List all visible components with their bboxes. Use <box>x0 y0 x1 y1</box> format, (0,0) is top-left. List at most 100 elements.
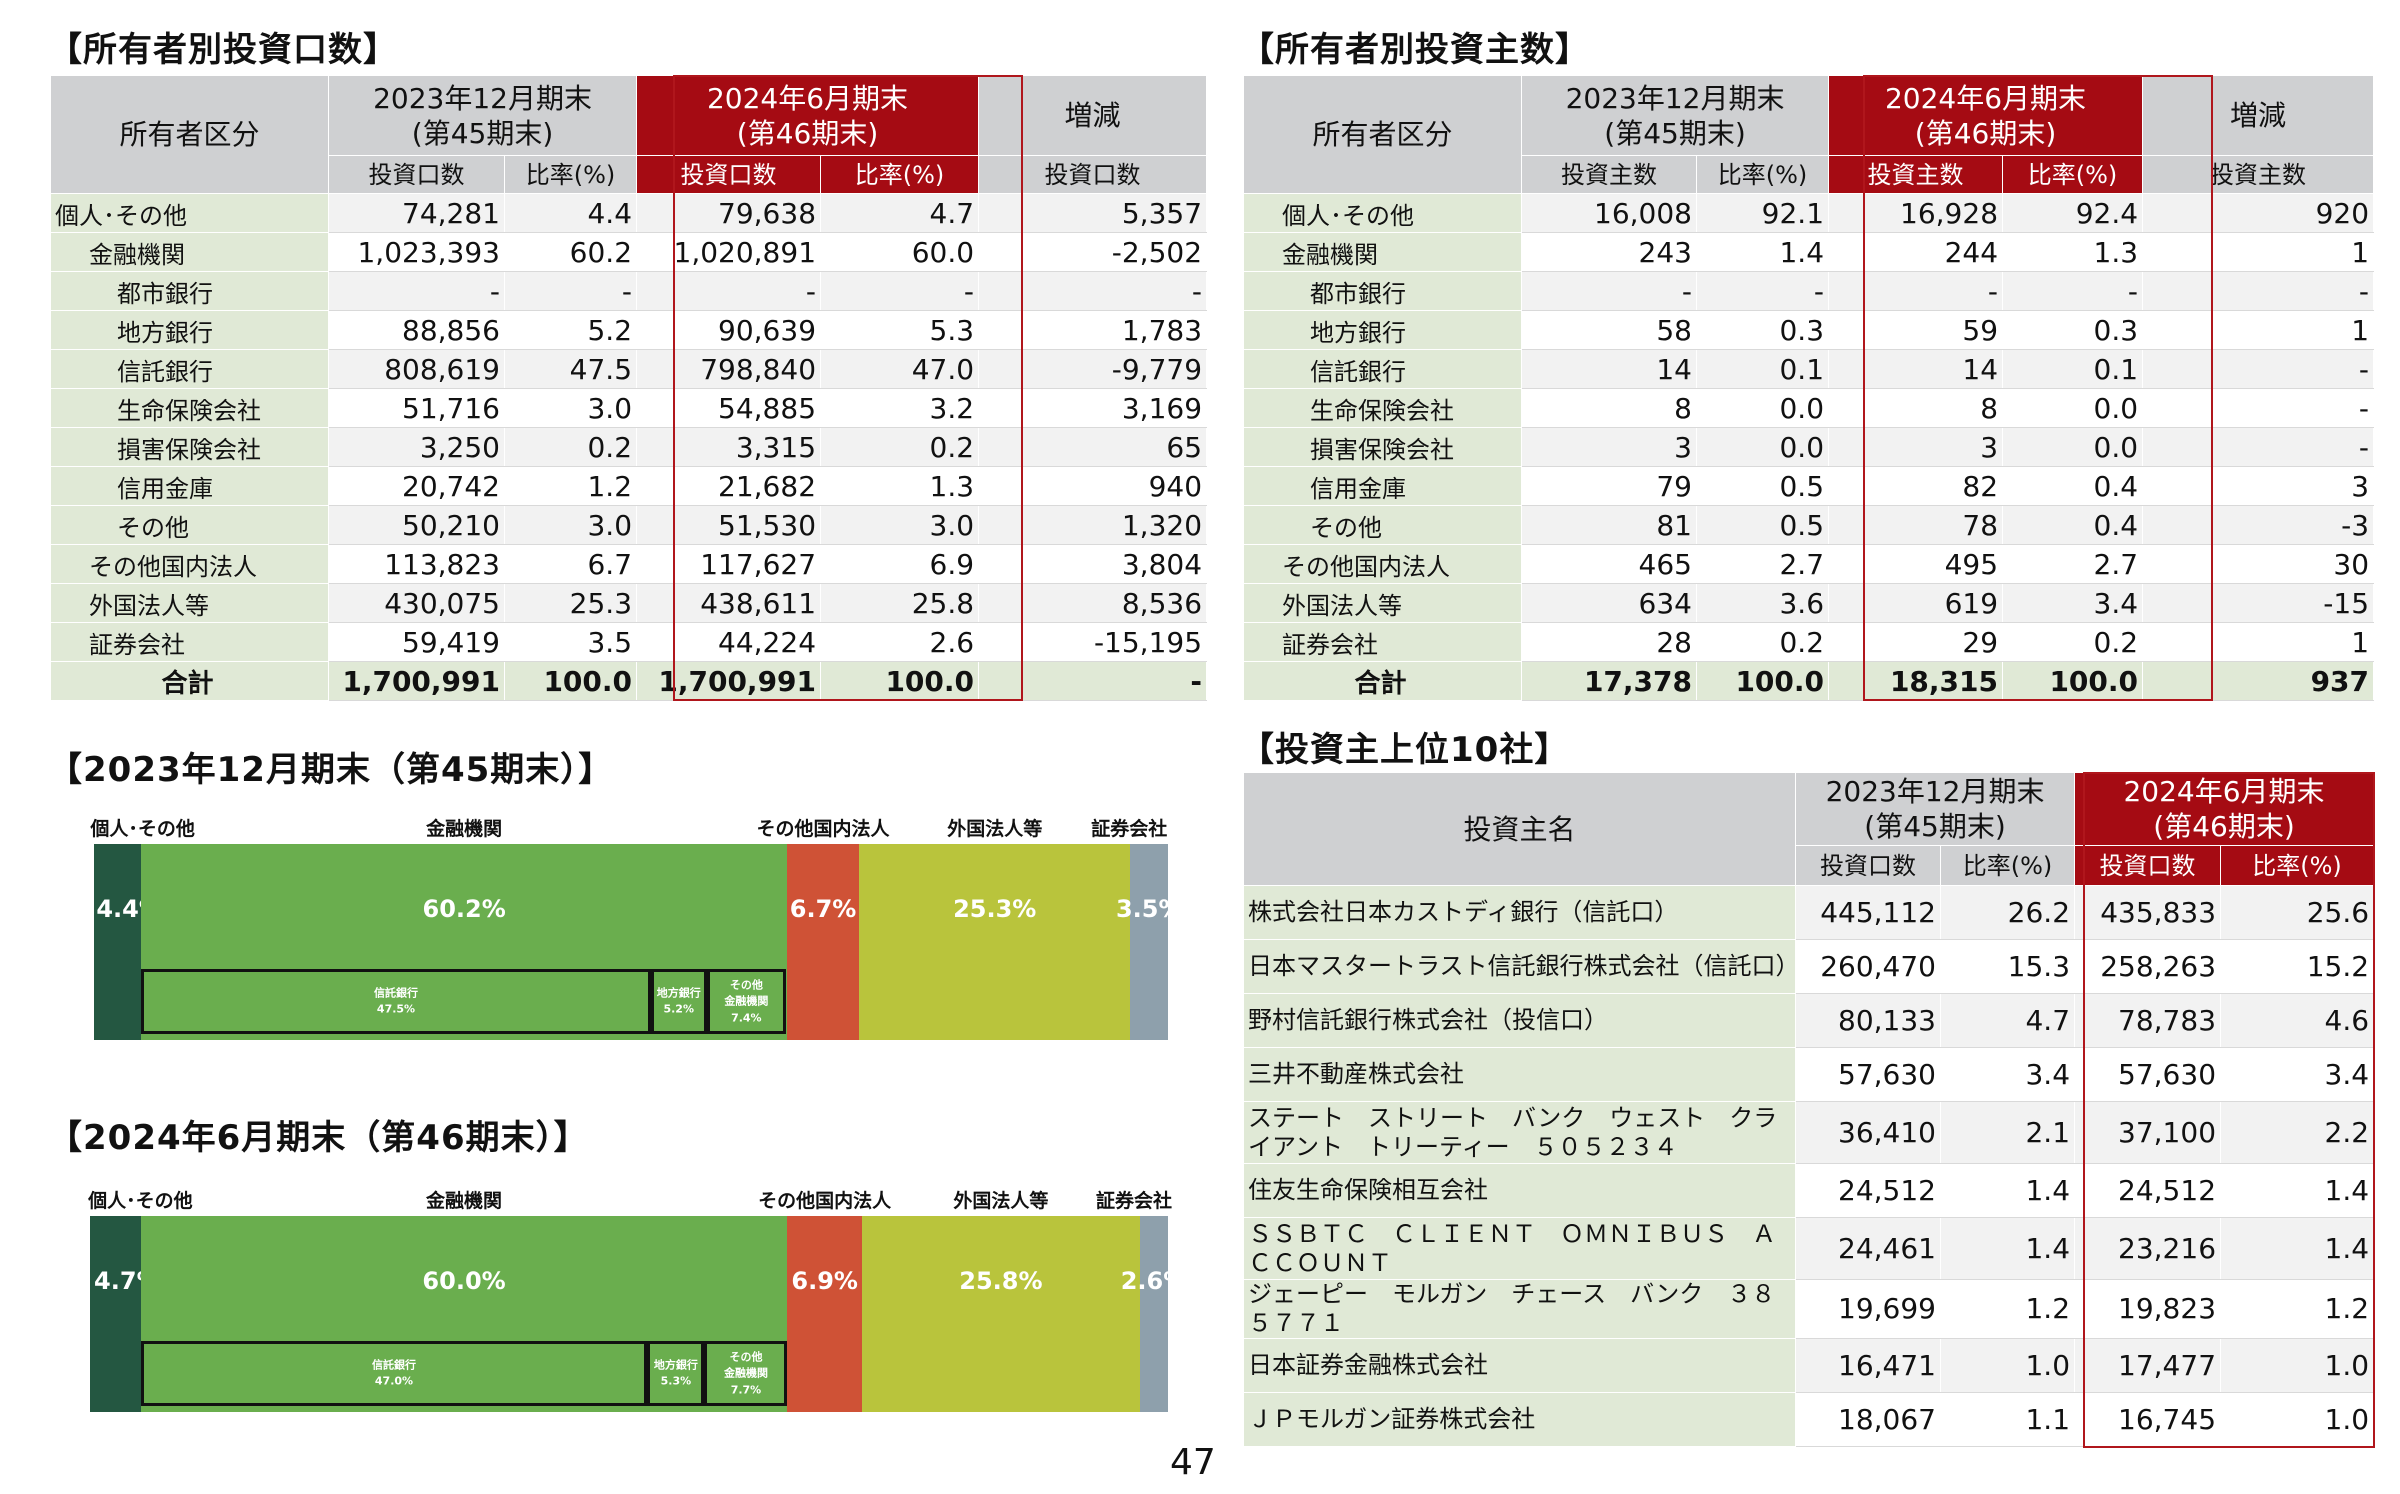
cell-u45: 80,133 <box>1795 993 1941 1048</box>
holders-subheader: 投資主数 <box>1828 155 2004 194</box>
cell-u46: 8 <box>1828 388 2004 428</box>
cell-u46: 79,638 <box>636 193 822 233</box>
cell-chg: 1 <box>2142 622 2375 662</box>
cell-u46: 90,639 <box>636 310 822 350</box>
table-row: 損害保険会社 3 0.0 3 0.0- <box>1243 427 2375 467</box>
bar-segment <box>787 1216 862 1412</box>
page-number: 47 <box>1170 1442 1216 1483</box>
table-row: その他国内法人 113,823 6.7 117,627 6.9 3,804 <box>50 544 1208 584</box>
cell-u45: 19,699 <box>1795 1279 1941 1339</box>
cell-u45: 8 <box>1521 388 1697 428</box>
investor-name: 日本マスタートラスト信託銀行株式会社（信託口） <box>1243 939 1796 994</box>
cell-u45: 18,067 <box>1795 1391 1941 1447</box>
total-r45: 100.0 <box>503 661 638 701</box>
total-chg: - <box>978 661 1208 701</box>
cell-u45: 24,461 <box>1795 1217 1941 1280</box>
cell-r45: 3.5 <box>503 622 638 662</box>
cell-r45: 4.7 <box>1939 993 2076 1048</box>
row-label: その他 <box>1243 505 1522 545</box>
cell-r45: 1.4 <box>1939 1217 2076 1280</box>
table-row: 金融機関 243 1.4 244 1.3 1 <box>1243 232 2375 272</box>
breakdown-label: その他 金融機関 7.7% <box>724 1349 768 1399</box>
total-r46: 100.0 <box>820 661 980 701</box>
bar-segment <box>858 844 1131 1040</box>
breakdown-box <box>704 1341 788 1406</box>
row-label: 信託銀行 <box>1243 349 1522 389</box>
units-subheader: 投資口数 <box>636 155 822 194</box>
cell-u46: 435,833 <box>2074 885 2222 940</box>
total-chg: 937 <box>2142 661 2375 701</box>
cell-r46: 92.4 <box>2002 193 2144 233</box>
chart-2024-stacked-bar: 4.7% 60.0% 6.9% 25.8% 2.6% 信託銀行 47.0% 地方銀行 5.3% そ… <box>90 1216 1187 1412</box>
cell-u45: 260,470 <box>1795 939 1941 994</box>
ratio-subheader: 比率(%) <box>503 155 638 194</box>
cell-u46: 16,928 <box>1828 193 2004 233</box>
category-label: 個人･その他 <box>88 1190 193 1212</box>
total-r46: 100.0 <box>2002 661 2144 701</box>
table-row: 日本マスタートラスト信託銀行株式会社（信託口） 260,470 15.3 258,26… <box>1243 939 2375 994</box>
total-u46: 1,700,991 <box>636 661 822 701</box>
table-row: ステート ストリート バンク ウェスト クライアント トリーティー ５０５２３４… <box>1243 1101 2375 1164</box>
cell-u46: 798,840 <box>636 349 822 389</box>
bar-segment <box>140 1216 788 1412</box>
cell-r46: 2.2 <box>2220 1101 2375 1164</box>
total-row: 合計 1,700,991 100.0 1,700,991 100.0- <box>50 661 1208 701</box>
cell-r46: 47.0 <box>820 349 980 389</box>
cell-chg: -15 <box>2142 583 2375 623</box>
cell-u46: 117,627 <box>636 544 822 584</box>
table-row: 外国法人等 430,075 25.3 438,611 25.8 8,536 <box>50 583 1208 623</box>
total-u45: 17,378 <box>1521 661 1697 701</box>
cell-r45: 3.0 <box>503 505 638 545</box>
units-by-owner-title: 【所有者別投資口数】 <box>48 30 398 70</box>
cell-u46: 438,611 <box>636 583 822 623</box>
investor-name: ステート ストリート バンク ウェスト クライアント トリーティー ５０５２３４ <box>1243 1101 1796 1164</box>
cell-u46: - <box>1828 271 2004 311</box>
cell-r46: 1.4 <box>2220 1217 2375 1280</box>
cell-chg: -3 <box>2142 505 2375 545</box>
bar-segment <box>1139 1216 1168 1412</box>
cell-r45: 0.3 <box>1695 310 1830 350</box>
cell-r45: 1.1 <box>1939 1391 2076 1447</box>
cell-r46: 0.1 <box>2002 349 2144 389</box>
table-row: 株式会社日本カストディ銀行（信託口） 445,112 26.2 435,833 25.6 <box>1243 885 2375 940</box>
row-label: 損害保険会社 <box>50 427 329 467</box>
category-label: その他国内法人 <box>756 818 890 840</box>
table-row: 信用金庫 20,742 1.2 21,682 1.3 940 <box>50 466 1208 506</box>
chart-2024-title: 【2024年6月期末（第46期末）】 <box>48 1118 589 1158</box>
cell-u45: 20,742 <box>328 466 505 506</box>
cell-u45: 79 <box>1521 466 1697 506</box>
row-label: 証券会社 <box>50 622 329 662</box>
cell-r46: 1.3 <box>820 466 980 506</box>
row-label: 金融機関 <box>1243 232 1522 272</box>
cell-r45: 6.7 <box>503 544 638 584</box>
ratio-subheader: 比率(%) <box>2220 845 2375 886</box>
cell-r46: 60.0 <box>820 232 980 272</box>
cell-r46: 1.0 <box>2220 1391 2375 1447</box>
chart-2023-stacked-bar: 4.4% 60.2% 6.7% 25.3% 3.5% 信託銀行 47.5% 地方銀行 5.2% そ… <box>94 844 1183 1040</box>
cell-u45: 59,419 <box>328 622 505 662</box>
cell-r45: - <box>503 271 638 311</box>
cell-r45: 0.0 <box>1695 427 1830 467</box>
row-label: 生命保険会社 <box>1243 388 1522 428</box>
breakdown-box <box>650 969 707 1034</box>
period45-header-line1: 2023年12月期末 <box>1565 81 1785 115</box>
cell-u45: 51,716 <box>328 388 505 428</box>
cell-u46: 59 <box>1828 310 2004 350</box>
ratio-subheader: 比率(%) <box>820 155 980 194</box>
category-label: 金融機関 <box>426 1190 503 1212</box>
table-row: ＪＰモルガン証券株式会社 18,067 1.1 16,745 1.0 <box>1243 1391 2375 1447</box>
category-label: 金融機関 <box>426 818 503 840</box>
cell-u46: 17,477 <box>2074 1337 2222 1393</box>
cell-r46: 3.4 <box>2220 1047 2375 1102</box>
row-label: 地方銀行 <box>1243 310 1522 350</box>
cell-u46: 23,216 <box>2074 1217 2222 1280</box>
breakdown-box <box>647 1341 705 1406</box>
units-subheader: 投資口数 <box>978 155 1208 194</box>
cell-u45: - <box>1521 271 1697 311</box>
row-label: その他国内法人 <box>50 544 329 584</box>
cell-u46: - <box>636 271 822 311</box>
cell-u45: 16,008 <box>1521 193 1697 233</box>
data-label: 3.5% <box>1115 894 1183 923</box>
data-label: 25.8% <box>959 1266 1043 1295</box>
table-row: 住友生命保険相互会社 24,512 1.4 24,512 1.4 <box>1243 1163 2375 1218</box>
